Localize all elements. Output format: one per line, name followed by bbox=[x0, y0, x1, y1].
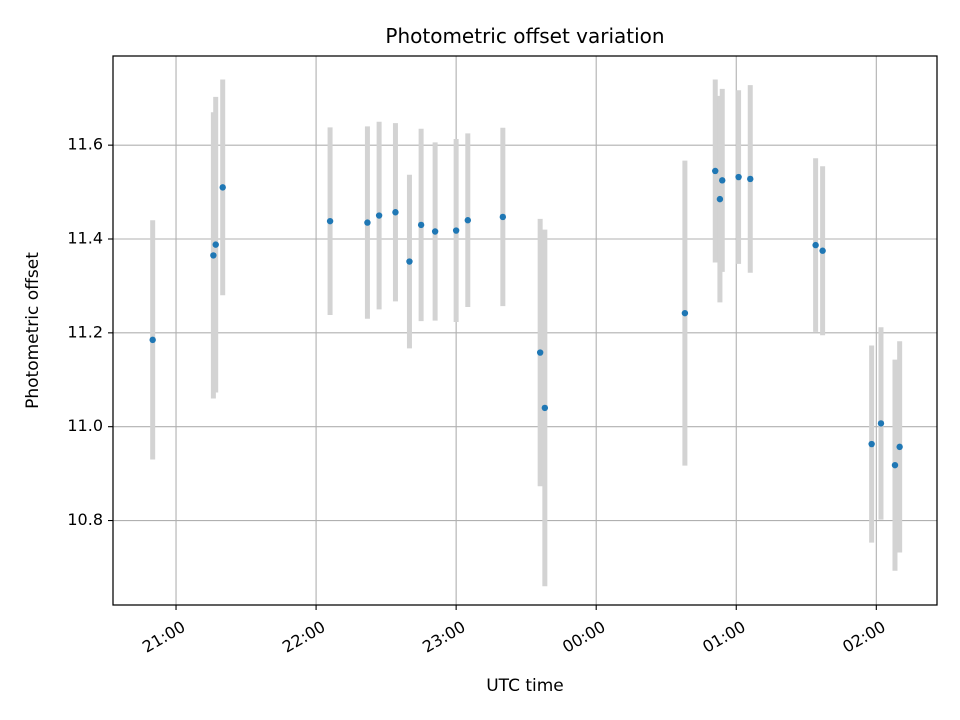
y-tick-label: 11.6 bbox=[67, 135, 103, 154]
data-point bbox=[735, 173, 742, 181]
data-point bbox=[406, 258, 413, 265]
data-point bbox=[896, 443, 903, 451]
data-point bbox=[417, 221, 425, 229]
data-point bbox=[210, 252, 217, 259]
data-point bbox=[877, 420, 885, 427]
data-point bbox=[712, 167, 719, 175]
x-tick-label: 23:00 bbox=[419, 617, 468, 657]
y-axis-label: Photometric offset bbox=[23, 252, 43, 409]
axis-ticks: 21:00 22:00 23:00 00:00 01:00 02:00 10.8 11.0 11… bbox=[67, 135, 888, 657]
data-point bbox=[499, 213, 507, 221]
data-point bbox=[364, 219, 371, 226]
data-point bbox=[149, 336, 156, 344]
data-point bbox=[219, 184, 226, 191]
x-tick-label: 02:00 bbox=[839, 617, 888, 657]
plot-frame bbox=[112, 55, 938, 606]
data-point bbox=[452, 227, 460, 234]
x-axis-label: UTC time bbox=[486, 676, 564, 696]
data-point bbox=[812, 241, 819, 249]
data-point bbox=[464, 217, 472, 224]
x-tick-label: 00:00 bbox=[559, 617, 608, 657]
y-tick-label: 11.0 bbox=[67, 416, 103, 435]
data-point bbox=[375, 212, 383, 219]
data-point bbox=[891, 461, 899, 469]
data-point bbox=[431, 228, 439, 235]
data-point bbox=[212, 241, 219, 248]
data-point bbox=[326, 217, 334, 225]
data-point bbox=[541, 404, 549, 412]
data-point bbox=[716, 195, 724, 203]
x-tick-label: 22:00 bbox=[279, 617, 328, 657]
x-tick-label: 01:00 bbox=[699, 617, 748, 657]
data-point bbox=[719, 177, 726, 184]
data-point bbox=[681, 309, 689, 317]
data-point bbox=[868, 440, 875, 448]
data-point bbox=[536, 349, 544, 356]
y-tick-label: 10.8 bbox=[67, 510, 103, 529]
data-point bbox=[747, 175, 754, 183]
chart-title: Photometric offset variation bbox=[385, 24, 664, 48]
data-points bbox=[149, 167, 903, 469]
data-point bbox=[819, 247, 826, 254]
x-tick-label: 21:00 bbox=[139, 617, 188, 657]
data-point bbox=[392, 209, 399, 216]
y-tick-label: 11.4 bbox=[67, 229, 103, 248]
y-tick-label: 11.2 bbox=[67, 322, 103, 341]
